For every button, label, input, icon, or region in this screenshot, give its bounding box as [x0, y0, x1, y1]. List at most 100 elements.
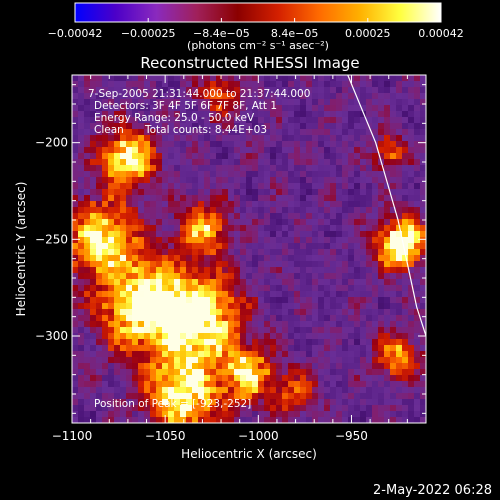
- heatmap-cell: [120, 147, 127, 154]
- heatmap-cell: [264, 267, 271, 274]
- heatmap-cell: [264, 129, 271, 136]
- heatmap-cell: [420, 279, 426, 286]
- heatmap-cell: [282, 189, 289, 196]
- heatmap-cell: [348, 141, 355, 148]
- heatmap-cell: [420, 219, 426, 226]
- heatmap-cell: [174, 363, 181, 370]
- heatmap-cell: [258, 297, 265, 304]
- heatmap-cell: [372, 345, 379, 352]
- heatmap-cell: [264, 219, 271, 226]
- heatmap-cell: [186, 237, 193, 244]
- heatmap-cell: [198, 81, 205, 88]
- heatmap-cell: [84, 81, 91, 88]
- heatmap-cell: [276, 291, 283, 298]
- heatmap-cell: [318, 273, 325, 280]
- heatmap-cell: [204, 375, 211, 382]
- heatmap-cell: [360, 399, 367, 406]
- heatmap-cell: [198, 327, 205, 334]
- heatmap-cell: [132, 135, 139, 142]
- heatmap-cell: [360, 87, 367, 94]
- heatmap-cell: [150, 219, 157, 226]
- heatmap-cell: [222, 405, 229, 412]
- heatmap-cell: [120, 261, 127, 268]
- heatmap-cell: [306, 399, 313, 406]
- heatmap-cell: [306, 219, 313, 226]
- heatmap-cell: [270, 219, 277, 226]
- heatmap-cell: [156, 213, 163, 220]
- heatmap-cell: [330, 111, 337, 118]
- heatmap-cell: [264, 111, 271, 118]
- heatmap-cell: [384, 117, 391, 124]
- heatmap-cell: [378, 105, 385, 112]
- heatmap-cell: [144, 213, 151, 220]
- heatmap-cell: [414, 213, 421, 220]
- heatmap-cell: [300, 333, 307, 340]
- heatmap-cell: [306, 225, 313, 232]
- heatmap-cell: [132, 81, 139, 88]
- heatmap-cell: [324, 405, 331, 412]
- heatmap-cell: [90, 273, 97, 280]
- heatmap-cell: [72, 183, 79, 190]
- heatmap-cell: [72, 171, 79, 178]
- heatmap-cell: [354, 357, 361, 364]
- heatmap-cell: [222, 357, 229, 364]
- heatmap-cell: [300, 393, 307, 400]
- heatmap-cell: [204, 231, 211, 238]
- heatmap-cell: [72, 399, 79, 406]
- heatmap-cell: [138, 195, 145, 202]
- heatmap-cell: [210, 375, 217, 382]
- heatmap-cell: [324, 297, 331, 304]
- heatmap-cell: [138, 285, 145, 292]
- heatmap-cell: [360, 351, 367, 358]
- heatmap-cell: [282, 399, 289, 406]
- heatmap-cell: [72, 393, 79, 400]
- heatmap-cell: [150, 183, 157, 190]
- heatmap-cell: [78, 291, 85, 298]
- heatmap-cell: [324, 117, 331, 124]
- heatmap-cell: [336, 357, 343, 364]
- heatmap-cell: [120, 405, 127, 412]
- heatmap-cell: [402, 345, 409, 352]
- heatmap-cell: [216, 339, 223, 346]
- heatmap-cell: [216, 105, 223, 112]
- heatmap-cell: [348, 231, 355, 238]
- heatmap-cell: [150, 297, 157, 304]
- heatmap-cell: [78, 75, 85, 82]
- heatmap-cells: [72, 75, 426, 423]
- heatmap-cell: [102, 99, 109, 106]
- heatmap-cell: [90, 351, 97, 358]
- heatmap-cell: [342, 243, 349, 250]
- heatmap-cell: [126, 237, 133, 244]
- heatmap-cell: [240, 189, 247, 196]
- heatmap-cell: [258, 153, 265, 160]
- heatmap-cell: [246, 309, 253, 316]
- heatmap-cell: [174, 171, 181, 178]
- heatmap-cell: [102, 207, 109, 214]
- heatmap-cell: [162, 183, 169, 190]
- heatmap-cell: [132, 243, 139, 250]
- heatmap-cell: [402, 141, 409, 148]
- heatmap-cell: [252, 159, 259, 166]
- heatmap-cell: [300, 357, 307, 364]
- heatmap-cell: [96, 381, 103, 388]
- heatmap-cell: [318, 285, 325, 292]
- heatmap-cell: [384, 291, 391, 298]
- heatmap-cell: [396, 321, 403, 328]
- heatmap-cell: [192, 237, 199, 244]
- heatmap-cell: [354, 117, 361, 124]
- heatmap-cell: [258, 159, 265, 166]
- heatmap-cell: [330, 411, 337, 418]
- heatmap-cell: [96, 165, 103, 172]
- heatmap-cell: [354, 279, 361, 286]
- heatmap-cell: [366, 405, 373, 412]
- heatmap-cell: [204, 363, 211, 370]
- heatmap-cell: [420, 183, 426, 190]
- heatmap-cell: [240, 315, 247, 322]
- heatmap-cell: [300, 261, 307, 268]
- heatmap-cell: [258, 285, 265, 292]
- heatmap-cell: [336, 399, 343, 406]
- heatmap-cell: [126, 339, 133, 346]
- heatmap-cell: [114, 309, 121, 316]
- heatmap-cell: [306, 291, 313, 298]
